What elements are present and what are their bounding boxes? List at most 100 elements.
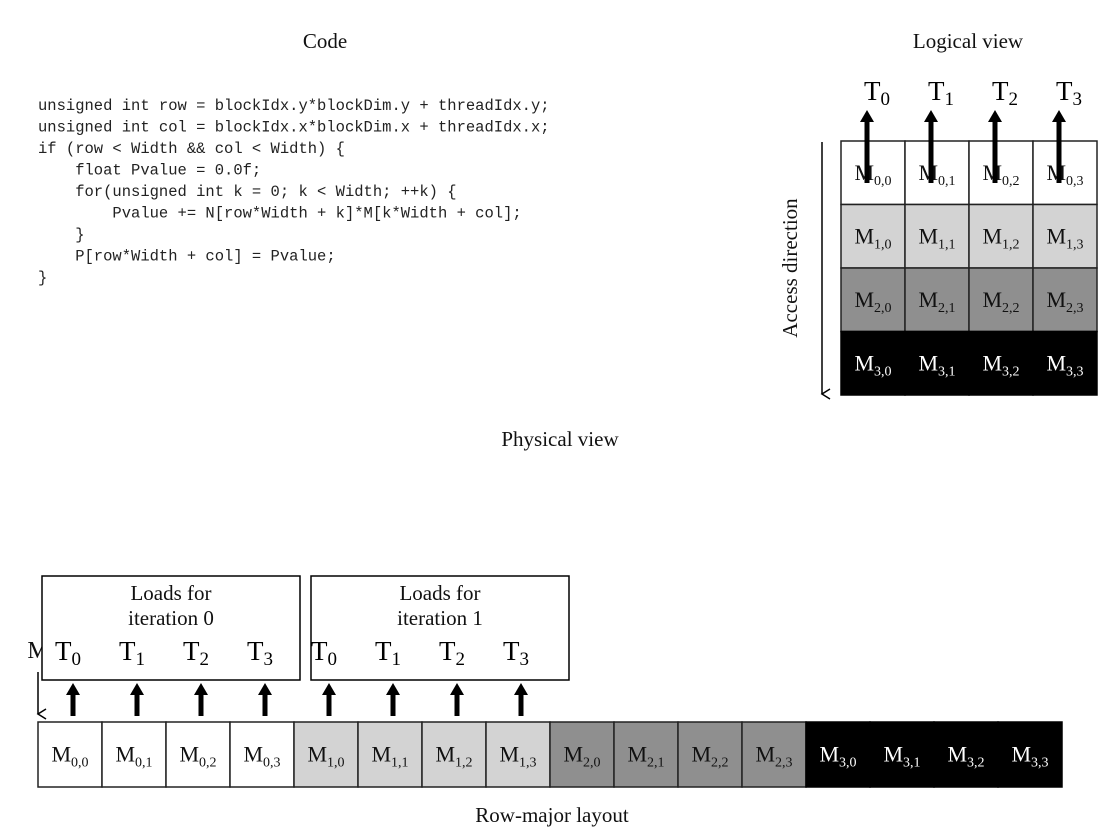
layout-cell xyxy=(357,721,423,788)
thread-label-base: T xyxy=(183,636,200,666)
code-line: P[row*Width + col] = Pvalue; xyxy=(38,248,336,266)
thread-label-subscript: 3 xyxy=(1073,89,1083,110)
layout-cell xyxy=(485,721,551,788)
layout-cell-label-subscript: 3,3 xyxy=(1031,756,1049,771)
matrix-cell-label-base: M xyxy=(982,350,1002,375)
arrow-head xyxy=(194,683,208,695)
load-box xyxy=(41,575,301,681)
thread-label-base: T xyxy=(928,76,945,106)
thread-load-arrow xyxy=(194,683,208,716)
layout-cell-label-base: M xyxy=(819,742,839,767)
layout-cell-label-base: M xyxy=(435,742,455,767)
load-box-line1: Loads for xyxy=(399,581,480,605)
matrix-cell-label-subscript: 3,2 xyxy=(1002,364,1020,379)
layout-cell-label-base: M xyxy=(307,742,327,767)
thread-label: T2 xyxy=(183,636,209,670)
matrix-cell-label-subscript: 1,2 xyxy=(1002,237,1020,252)
arrow-head xyxy=(1052,110,1066,122)
matrix-cell-label-subscript: 2,1 xyxy=(938,301,956,316)
code-block: unsigned int row = blockIdx.y*blockDim.y… xyxy=(38,97,550,287)
thread-label-subscript: 1 xyxy=(136,649,146,670)
thread-label-base: T xyxy=(247,636,264,666)
layout-cell-label-subscript: 2,1 xyxy=(647,756,665,771)
layout-cell-label: M0,1 xyxy=(115,742,152,771)
thread-label: T0 xyxy=(864,76,890,110)
matrix-cell-label-subscript: 2,3 xyxy=(1066,301,1084,316)
layout-cell xyxy=(869,721,935,788)
arrow-head xyxy=(386,683,400,695)
thread-label-subscript: 3 xyxy=(264,649,274,670)
thread-label-base: T xyxy=(311,636,328,666)
thread-label-base: T xyxy=(503,636,520,666)
layout-cell-label-subscript: 3,2 xyxy=(967,756,985,771)
layout-cell-label: M1,3 xyxy=(499,742,536,771)
layout-cell-label-base: M xyxy=(499,742,519,767)
code-line: unsigned int row = blockIdx.y*blockDim.y… xyxy=(38,97,550,115)
matrix-cell-label-subscript: 1,3 xyxy=(1066,237,1084,252)
thread-load-arrow xyxy=(322,683,336,716)
arrow-head xyxy=(322,683,336,695)
matrix-cell-label-base: M xyxy=(918,287,938,312)
thread-label: T2 xyxy=(992,76,1018,110)
matrix-cell-label-base: M xyxy=(982,223,1002,248)
thread-label: T1 xyxy=(375,636,401,670)
arrow-head xyxy=(988,110,1002,122)
matrix-cell-label-base: M xyxy=(1046,223,1066,248)
matrix-cell-label-subscript: 2,0 xyxy=(874,301,892,316)
thread-label-subscript: 2 xyxy=(200,649,210,670)
thread-label-subscript: 0 xyxy=(328,649,338,670)
matrix-cell-label-base: M xyxy=(854,350,874,375)
code-line: } xyxy=(38,226,85,244)
layout-cell-label: M1,0 xyxy=(307,742,344,771)
thread-label-subscript: 2 xyxy=(1009,89,1019,110)
matrix-cell-label: M1,2 xyxy=(982,223,1019,252)
layout-cell-label-subscript: 0,2 xyxy=(199,756,217,771)
layout-cell-label: M3,0 xyxy=(819,742,856,771)
code-line: Pvalue += N[row*Width + k]*M[k*Width + c… xyxy=(38,205,522,223)
layout-cell-label: M2,3 xyxy=(755,742,792,771)
layout-cell-label-subscript: 2,2 xyxy=(711,756,729,771)
layout-cell-label-base: M xyxy=(947,742,967,767)
load-box-line2: iteration 0 xyxy=(128,606,214,630)
layout-cell-label-subscript: 3,1 xyxy=(903,756,921,771)
layout-cell xyxy=(165,721,231,788)
layout-cell-label: M2,0 xyxy=(563,742,600,771)
matrix-cell-label-subscript: 0,2 xyxy=(1002,174,1020,189)
layout-cell-label: M3,3 xyxy=(1011,742,1048,771)
matrix-cell-label-subscript: 0,1 xyxy=(938,174,956,189)
thread-arrow xyxy=(1052,110,1066,183)
thread-label-subscript: 0 xyxy=(881,89,891,110)
layout-cell-label: M0,2 xyxy=(179,742,216,771)
code-line: float Pvalue = 0.0f; xyxy=(38,162,261,180)
thread-arrow xyxy=(860,110,874,183)
layout-cell-label: M1,1 xyxy=(371,742,408,771)
matrix-cell-label: M3,1 xyxy=(918,350,955,379)
layout-cell-label-base: M xyxy=(563,742,583,767)
layout-cell-label-base: M xyxy=(1011,742,1031,767)
thread-label-subscript: 1 xyxy=(945,89,955,110)
thread-load-arrow xyxy=(386,683,400,716)
layout-cell xyxy=(549,721,615,788)
thread-label-base: T xyxy=(864,76,881,106)
matrix-cell xyxy=(1032,267,1098,333)
thread-label: T3 xyxy=(503,636,529,670)
code-title: Code xyxy=(303,29,347,53)
thread-label: T0 xyxy=(55,636,81,670)
layout-cell-label-subscript: 0,0 xyxy=(71,756,89,771)
matrix-cell-label: M1,0 xyxy=(854,223,891,252)
layout-cell-label-subscript: 2,3 xyxy=(775,756,793,771)
row-major-layout-label: Row-major layout xyxy=(475,803,629,827)
arrow-head xyxy=(514,683,528,695)
load-box-line2: iteration 1 xyxy=(397,606,483,630)
layout-cell-label: M0,3 xyxy=(243,742,280,771)
code-line: } xyxy=(38,269,47,287)
matrix-cell-label-base: M xyxy=(854,287,874,312)
layout-cell xyxy=(933,721,999,788)
matrix-cell-label-base: M xyxy=(918,223,938,248)
thread-load-arrow xyxy=(450,683,464,716)
arrow-head xyxy=(130,683,144,695)
thread-label-base: T xyxy=(119,636,136,666)
layout-cell xyxy=(37,721,103,788)
layout-cell xyxy=(997,721,1063,788)
layout-cell-label-subscript: 1,1 xyxy=(391,756,409,771)
